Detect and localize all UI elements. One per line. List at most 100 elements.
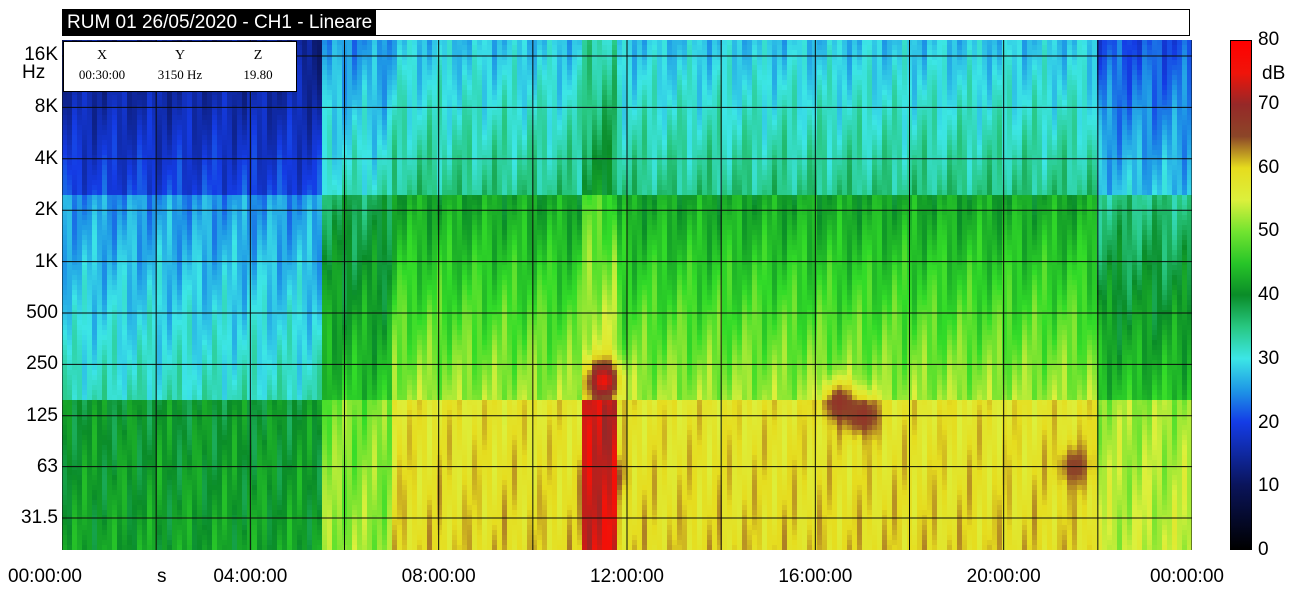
spectrogram-cell: [262, 280, 268, 286]
spectrogram-cell: [177, 360, 183, 366]
spectrogram-cell: [107, 240, 113, 246]
spectrogram-cell: [207, 365, 213, 371]
spectrogram-cell: [232, 295, 238, 301]
spectrogram-cell: [147, 405, 153, 411]
spectrogram-cell: [252, 235, 258, 241]
spectrogram-cell: [227, 455, 233, 461]
spectrogram-cell: [177, 535, 183, 541]
spectrogram-cell: [132, 530, 138, 536]
spectrogram-cell: [102, 415, 108, 421]
spectrogram-cell: [87, 220, 93, 226]
spectrogram-cell: [212, 115, 218, 121]
spectrogram-cell: [197, 220, 203, 226]
spectrogram-cell: [222, 510, 228, 516]
spectrogram-cell: [102, 365, 108, 371]
spectrogram-cell: [207, 140, 213, 146]
spectrogram-cell: [292, 465, 298, 471]
spectrogram-cell: [112, 435, 118, 441]
spectrogram-cell: [152, 180, 158, 186]
spectrogram-cell: [132, 340, 138, 346]
spectrogram-cell: [257, 130, 263, 136]
spectrogram-cell: [177, 410, 183, 416]
spectrogram-cell: [282, 150, 288, 156]
spectrogram-plot[interactable]: [62, 40, 1192, 550]
spectrogram-cell: [127, 365, 133, 371]
spectrogram-cell: [147, 435, 153, 441]
spectrogram-cell: [277, 490, 283, 496]
spectrogram-cell: [92, 295, 98, 301]
spectrogram-cell: [192, 340, 198, 346]
spectrogram-cell: [112, 520, 118, 526]
spectrogram-cell: [177, 405, 183, 411]
spectrogram-cell: [277, 305, 283, 311]
spectrogram-cell: [127, 420, 133, 426]
spectrogram-cell: [187, 130, 193, 136]
spectrogram-cell: [127, 295, 133, 301]
spectrogram-cell: [297, 305, 303, 311]
spectrogram-cell: [222, 205, 228, 211]
spectrogram-cell: [197, 540, 203, 546]
spectrogram-cell: [127, 315, 133, 321]
spectrogram-cell: [247, 280, 253, 286]
spectrogram-cell: [192, 140, 198, 146]
spectrogram-cell: [102, 500, 108, 506]
spectrogram-cell: [127, 325, 133, 331]
spectrogram-cell: [87, 150, 93, 156]
spectrogram-cell: [92, 290, 98, 296]
spectrogram-cell: [82, 110, 88, 116]
spectrogram-cell: [167, 255, 173, 261]
spectrogram-cell: [227, 355, 233, 361]
spectrogram-cell: [217, 230, 223, 236]
spectrogram-cell: [87, 185, 93, 191]
spectrogram-cell: [252, 370, 258, 376]
spectrogram-cell: [242, 385, 248, 391]
spectrogram-cell: [232, 370, 238, 376]
spectrogram-cell: [277, 210, 283, 216]
spectrogram-cell: [252, 405, 258, 411]
spectrogram-cell: [237, 355, 243, 361]
spectrogram-cell: [97, 360, 103, 366]
spectrogram-cell: [157, 325, 163, 331]
spectrogram-cell: [282, 520, 288, 526]
spectrogram-cell: [112, 385, 118, 391]
spectrogram-cell: [147, 185, 153, 191]
spectrogram-cell: [142, 195, 148, 201]
spectrogram-cell: [212, 355, 218, 361]
spectrogram-cell: [152, 545, 158, 550]
spectrogram-cell: [192, 400, 198, 406]
spectrogram-cell: [242, 250, 248, 256]
spectrogram-cell: [212, 180, 218, 186]
spectrogram-cell: [177, 305, 183, 311]
spectrogram-cell: [167, 135, 173, 141]
spectrogram-cell: [172, 215, 178, 221]
spectrogram-cell: [87, 340, 93, 346]
spectrogram-cell: [227, 435, 233, 441]
spectrogram-cell: [162, 460, 168, 466]
spectrogram-cell: [152, 270, 158, 276]
spectrogram-cell: [167, 90, 173, 96]
spectrogram-cell: [207, 130, 213, 136]
spectrogram-cell: [252, 365, 258, 371]
spectrogram-cell: [272, 245, 278, 251]
spectrogram-cell: [267, 395, 273, 401]
spectrogram-cell: [272, 395, 278, 401]
spectrogram-cell: [62, 215, 68, 221]
spectrogram-cell: [112, 95, 118, 101]
spectrogram-cell: [162, 485, 168, 491]
spectrogram-cell: [212, 165, 218, 171]
spectrogram-cell: [162, 495, 168, 501]
spectrogram-cell: [67, 220, 73, 226]
spectrogram-cell: [127, 190, 133, 196]
spectrogram-cell: [67, 225, 73, 231]
spectrogram-cell: [142, 165, 148, 171]
spectrogram-cell: [157, 440, 163, 446]
spectrogram-cell: [152, 395, 158, 401]
spectrogram-cell: [292, 395, 298, 401]
spectrogram-cell: [212, 210, 218, 216]
spectrogram-cell: [282, 180, 288, 186]
spectrogram-cell: [257, 440, 263, 446]
spectrogram-cell: [197, 145, 203, 151]
spectrogram-cell: [162, 275, 168, 281]
spectrogram-cell: [192, 150, 198, 156]
spectrogram-cell: [182, 530, 188, 536]
